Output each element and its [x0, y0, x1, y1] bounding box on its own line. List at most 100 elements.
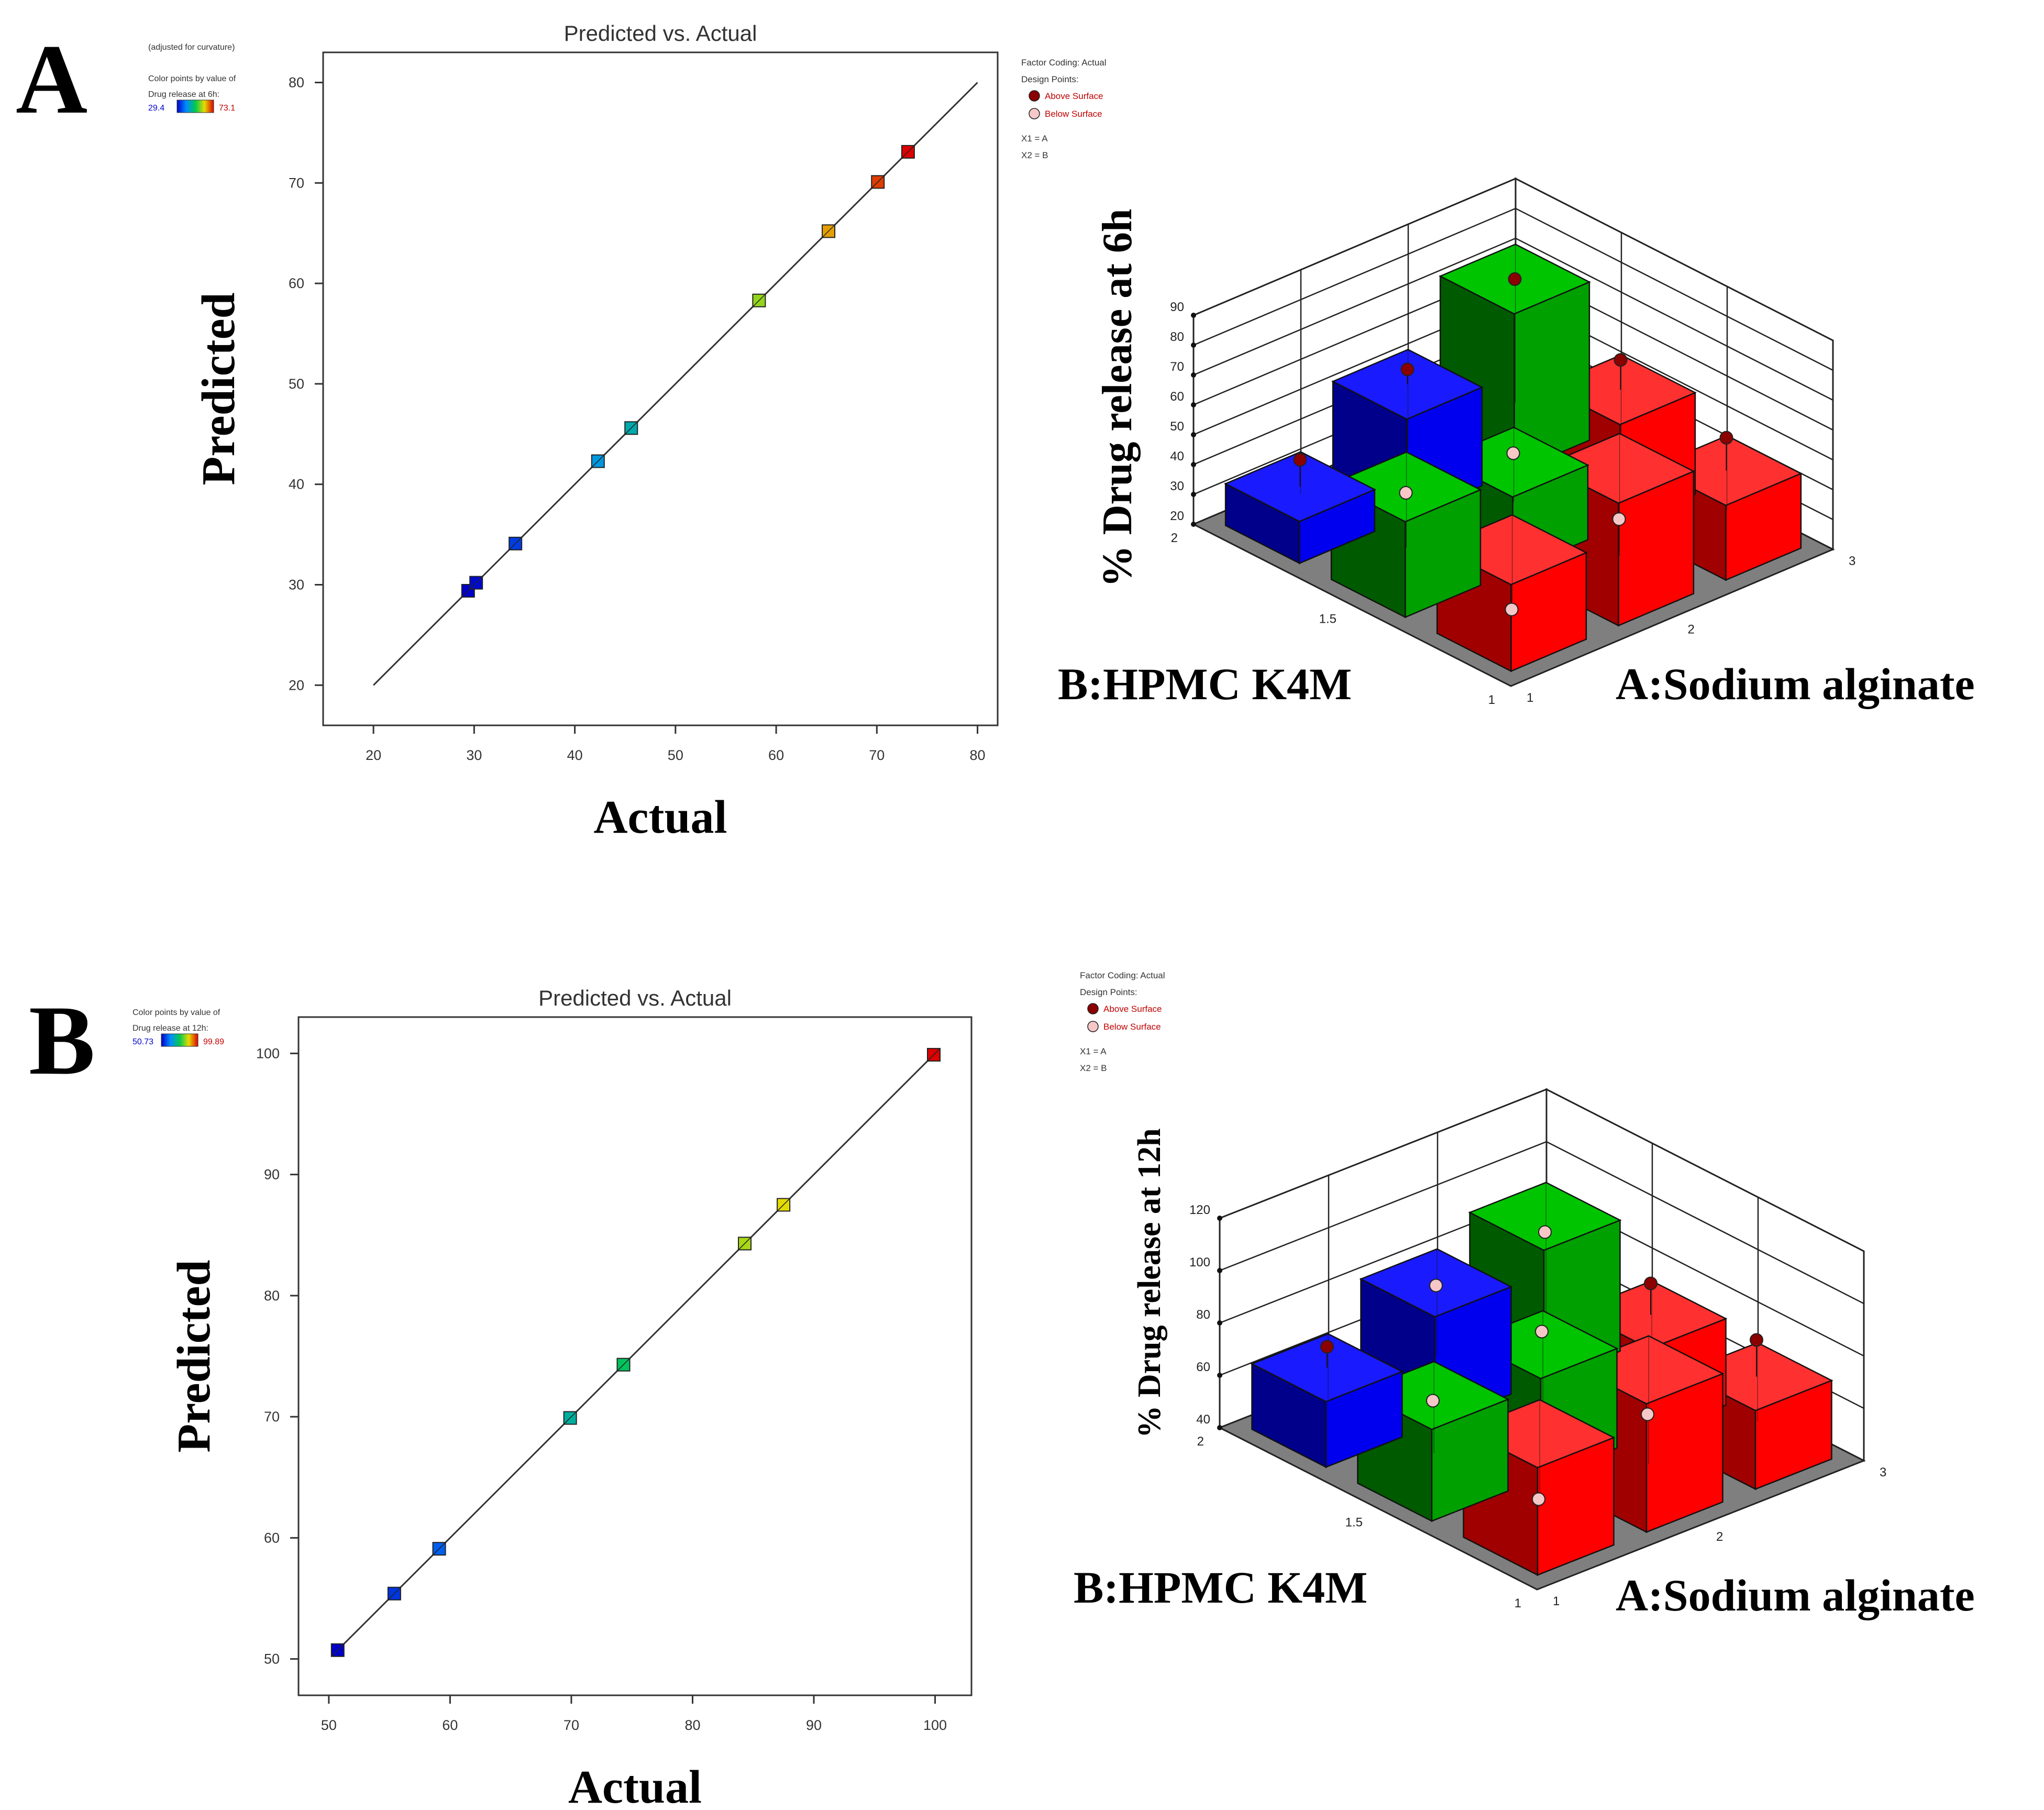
- design-point-above: [1614, 353, 1628, 367]
- y-tick-label: 70: [264, 1409, 280, 1425]
- b-tick-label: 1: [1515, 1596, 1521, 1610]
- data-point-diagonal: [777, 1198, 790, 1211]
- y-axis-label: Predicted: [193, 292, 245, 485]
- z-tick-mark: [1191, 522, 1196, 527]
- data-point-diagonal: [331, 1643, 345, 1657]
- legend-above-marker: [1087, 1003, 1099, 1014]
- legend-design-points: Design Points:: [1021, 74, 1079, 84]
- a-tick-label: 2: [1688, 623, 1695, 637]
- z-tick-mark: [1217, 1216, 1222, 1221]
- scatter-plot-a: Predicted vs. Actual 20 30 40 50 60 70 80 20 30 40…: [148, 21, 999, 843]
- b-tick-label: 2: [1171, 531, 1178, 545]
- z-tick-mark: [1217, 1373, 1222, 1378]
- data-point-diagonal: [591, 455, 605, 468]
- design-point-below: [1532, 1492, 1545, 1506]
- plot-frame: [297, 1016, 973, 1696]
- legend-above-label: Above Surface: [1103, 1004, 1162, 1014]
- z-tick-mark: [1191, 372, 1196, 378]
- design-point-below: [1612, 512, 1626, 526]
- color-legend-max: 99.89: [203, 1038, 224, 1046]
- x-axis-label: Actual: [568, 1761, 702, 1810]
- design-point-below: [1429, 1278, 1443, 1293]
- z-tick-mark: [1191, 313, 1196, 318]
- y-tick-label: 50: [264, 1651, 280, 1667]
- legend-x1: X1 = A: [1080, 1046, 1107, 1056]
- z-tick-label: 120: [1189, 1203, 1210, 1217]
- z-tick-mark: [1191, 343, 1196, 348]
- x-tick-label: 20: [366, 747, 381, 763]
- color-legend-min: 29.4: [148, 104, 164, 113]
- a-axis-label: A:Sodium alginate: [1616, 1570, 1975, 1620]
- x-tick-label: 50: [668, 747, 683, 763]
- design-point-above: [1750, 1333, 1763, 1347]
- design-point-above: [1293, 452, 1307, 467]
- b-tick-label: 1.5: [1345, 1516, 1363, 1530]
- design-point-above: [1644, 1276, 1658, 1290]
- x-tick-label: 40: [567, 747, 583, 763]
- z-tick-label: 50: [1170, 420, 1184, 434]
- plot-title: Predicted vs. Actual: [564, 21, 757, 46]
- legend-design-points: Design Points:: [1080, 987, 1137, 997]
- x-axis-label: Actual: [594, 791, 727, 843]
- legend-below-marker: [1029, 108, 1040, 119]
- x-tick-label: 30: [466, 747, 482, 763]
- data-point-diagonal: [927, 1048, 941, 1062]
- color-legend-title: Drug release at 6h:: [148, 90, 219, 99]
- z-tick-mark: [1191, 462, 1196, 467]
- z-tick-label: 90: [1170, 300, 1184, 314]
- z-tick-mark: [1191, 492, 1196, 497]
- z-tick-mark: [1191, 402, 1196, 407]
- y-tick-label: 60: [289, 275, 304, 291]
- b-tick-label: 1: [1488, 693, 1495, 707]
- legend-factor-coding: Factor Coding: Actual: [1080, 970, 1165, 980]
- a-tick-label: 3: [1880, 1465, 1886, 1480]
- y-tick-label: 90: [264, 1167, 280, 1183]
- x-tick-label: 100: [923, 1717, 947, 1733]
- curvature-note: (adjusted for curvature): [148, 43, 235, 52]
- x-tick-label: 60: [768, 747, 784, 763]
- z-tick-label: 30: [1170, 479, 1184, 493]
- design-point-below: [1535, 1325, 1549, 1339]
- legend-x2: X2 = B: [1021, 150, 1048, 160]
- color-legend-min: 50.73: [132, 1038, 153, 1046]
- x-tick-label: 80: [970, 747, 986, 763]
- y-tick-label: 40: [289, 477, 304, 492]
- z-axis-label: % Drug release at 6h: [1095, 209, 1141, 588]
- z-tick-label: 100: [1189, 1255, 1210, 1270]
- design-point-above: [1719, 431, 1733, 445]
- data-point-diagonal: [433, 1542, 446, 1555]
- color-legend-bar: [161, 1033, 198, 1047]
- data-point-diagonal: [564, 1411, 577, 1425]
- z-tick-label: 80: [1170, 330, 1184, 344]
- legend-above-label: Above Surface: [1045, 91, 1103, 101]
- color-legend-bar: [176, 100, 214, 113]
- design-point-above: [1508, 272, 1522, 286]
- data-point-diagonal: [624, 421, 638, 435]
- design-point-below: [1506, 446, 1520, 460]
- legend-x2: X2 = B: [1080, 1063, 1107, 1073]
- z-tick-label: 60: [1170, 390, 1184, 404]
- design-point-below: [1426, 1394, 1440, 1408]
- data-point-diagonal: [752, 294, 766, 307]
- data-point-diagonal: [616, 1358, 631, 1372]
- a-axis-label: A:Sodium alginate: [1616, 659, 1975, 709]
- b-axis-label: B:HPMC K4M: [1058, 659, 1352, 709]
- legend-x1: X1 = A: [1021, 134, 1048, 144]
- y-tick-label: 100: [256, 1045, 280, 1061]
- plot-title: Predicted vs. Actual: [538, 986, 732, 1010]
- z-tick-mark: [1217, 1268, 1222, 1273]
- data-point-diagonal: [871, 175, 885, 189]
- y-tick-label: 80: [289, 75, 304, 91]
- a-tick-label: 3: [1849, 554, 1855, 568]
- design-point-below: [1641, 1407, 1654, 1421]
- legend-factor-coding: Factor Coding: Actual: [1021, 58, 1107, 68]
- design-point-above: [1400, 362, 1415, 377]
- legend-below-label: Below Surface: [1045, 109, 1102, 119]
- z-tick-mark: [1217, 1425, 1222, 1430]
- y-axis-label: Predicted: [168, 1260, 220, 1452]
- b-tick-label: 2: [1197, 1434, 1204, 1449]
- panel-letter-b: B: [29, 986, 95, 1096]
- x-tick-label: 90: [806, 1717, 822, 1733]
- x-tick-label: 50: [321, 1717, 337, 1733]
- data-point-diagonal: [738, 1237, 752, 1250]
